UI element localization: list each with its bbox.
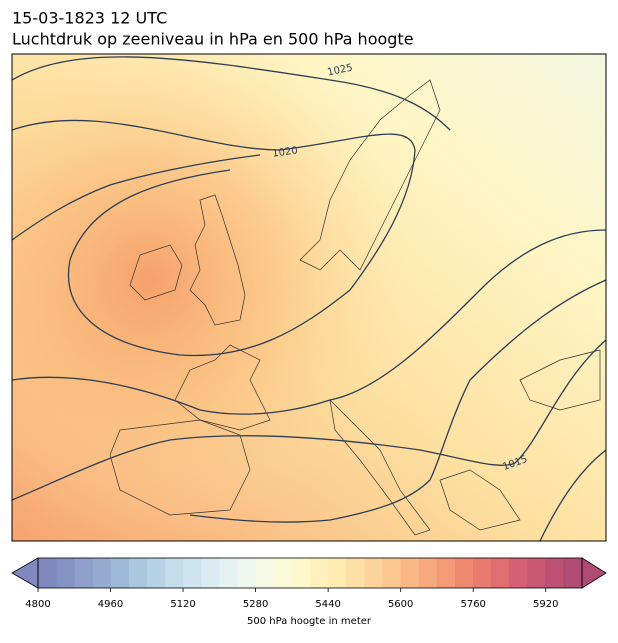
colorbar-cell (128, 558, 148, 588)
colorbar-cell (473, 558, 492, 588)
colorbar-cell (164, 558, 184, 588)
coastlines (109, 79, 601, 536)
colorbar-cell (364, 558, 383, 588)
isobar-label: 1025 (327, 62, 354, 78)
colorbar-cell (310, 558, 329, 588)
height-field-low (12, 54, 606, 541)
colorbar-cell (418, 558, 438, 588)
colorbar-tick-label: 4960 (98, 599, 123, 610)
colorbar-label: 500 hPa hoogte in meter (247, 616, 372, 627)
colorbar-tick-label: 5920 (533, 599, 558, 610)
colorbar-cell (74, 558, 93, 588)
colorbar-cell (382, 558, 401, 588)
colorbar-cell (527, 558, 547, 588)
colorbar: 4800 4960 5120 5280 5440 5600 5760 5920 (11, 557, 607, 610)
colorbar-cell (201, 558, 220, 588)
colorbar-cell (273, 558, 293, 588)
colorbar-cell (56, 558, 75, 588)
colorbar-cell (346, 558, 365, 588)
colorbar-cell (545, 558, 565, 588)
colorbar-cell (563, 558, 583, 588)
colorbar-tick-label: 5600 (388, 599, 413, 610)
map-frame (11, 53, 607, 542)
colorbar-tick-label: 5280 (243, 599, 268, 610)
colorbar-extend-low (11, 557, 39, 589)
colorbar-cell (92, 558, 111, 588)
colorbar-cell (400, 558, 420, 588)
colorbar-cell (491, 558, 510, 588)
isobar-label: 1020 (272, 145, 299, 159)
title: 15-03-1823 12 UTC (12, 9, 167, 28)
colorbar-cell (509, 558, 528, 588)
isobars (12, 56, 606, 541)
colorbar-cell (237, 558, 256, 588)
colorbar-tick-label: 5120 (170, 599, 195, 610)
colorbar-cell (291, 558, 311, 588)
map: 1025 1020 1015 (12, 54, 606, 541)
subtitle: Luchtdruk op zeeniveau in hPa en 500 hPa… (12, 30, 414, 49)
colorbar-cell (146, 558, 166, 588)
colorbar-cell (436, 558, 456, 588)
colorbar-cell (38, 558, 57, 588)
colorbar-cell (183, 558, 202, 588)
colorbar-extend-high (581, 557, 607, 589)
colorbar-tick-label: 5760 (460, 599, 485, 610)
colorbar-cell (328, 558, 347, 588)
colorbar-tick-label: 4800 (25, 599, 50, 610)
colorbar-cell (455, 558, 474, 588)
colorbar-cell (110, 558, 129, 588)
colorbar-cell (219, 558, 238, 588)
colorbar-cell (255, 558, 275, 588)
colorbar-tick-label: 5440 (315, 599, 340, 610)
colorbar-frame (37, 557, 583, 589)
